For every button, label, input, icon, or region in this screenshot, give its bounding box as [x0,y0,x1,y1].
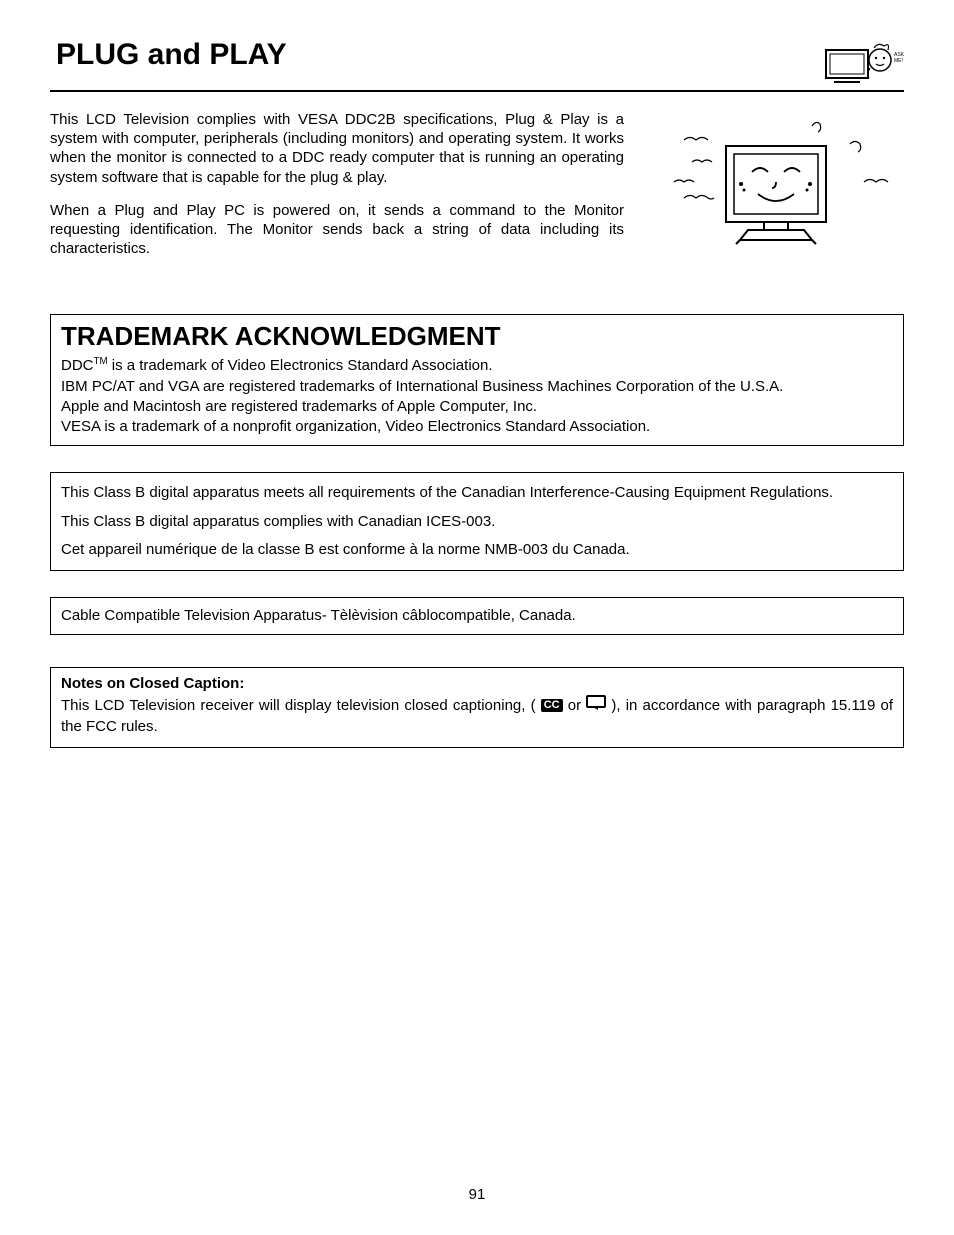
ask-me-tv-icon: ASK ME! [824,38,904,88]
closed-caption-box: Notes on Closed Caption: This LCD Televi… [50,667,904,748]
trademark-box: TRADEMARK ACKNOWLEDGMENT DDCTM is a trad… [50,314,904,446]
notes-body: This LCD Television receiver will displa… [61,695,893,738]
happy-monitor-illustration [644,110,904,260]
intro-paragraph-2: When a Plug and Play PC is powered on, i… [50,201,624,259]
classb-line-2: This Class B digital apparatus complies … [61,512,893,532]
trademark-line-4: VESA is a trademark of a nonprofit organ… [61,417,893,437]
intro-paragraph-1: This LCD Television complies with VESA D… [50,110,624,187]
trademark-line-3: Apple and Macintosh are registered trade… [61,397,893,417]
trademark-title: TRADEMARK ACKNOWLEDGMENT [61,319,893,354]
cable-box: Cable Compatible Television Apparatus- T… [50,597,904,635]
classb-line-3: Cet appareil numérique de la classe B es… [61,540,893,560]
notes-title: Notes on Closed Caption: [61,674,893,694]
cc-badge-icon: CC [541,699,563,712]
svg-text:ME!: ME! [894,58,903,64]
title-divider [50,90,904,92]
classb-line-1: This Class B digital apparatus meets all… [61,483,893,503]
class-b-box: This Class B digital apparatus meets all… [50,472,904,571]
speech-bubble-icon [586,695,606,717]
page-title: PLUG and PLAY [50,38,287,72]
trademark-line-1: DDCTM is a trademark of Video Electronic… [61,355,893,376]
intro-text-block: This LCD Television complies with VESA D… [50,110,624,272]
trademark-line-2: IBM PC/AT and VGA are registered tradema… [61,377,893,397]
page-number: 91 [0,1186,954,1203]
cable-line-1: Cable Compatible Television Apparatus- T… [61,606,893,626]
